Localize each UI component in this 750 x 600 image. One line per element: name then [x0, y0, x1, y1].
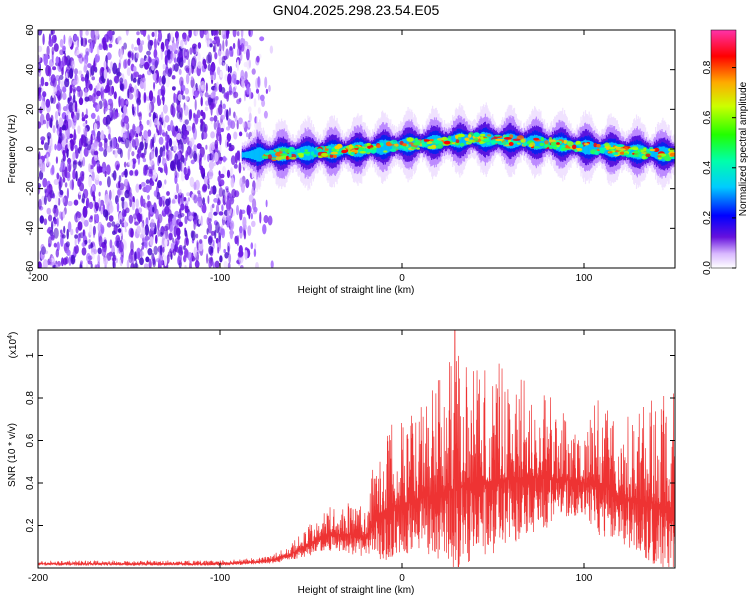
snr-x-tick-label: -200 [28, 573, 48, 584]
spectrogram-x-axis-label: Height of straight line (km) [298, 285, 415, 296]
snr-scale-close: ) [8, 332, 19, 335]
spectrogram-y-tick-label: 60 [25, 24, 36, 36]
snr-x-tick-label: -100 [210, 573, 230, 584]
snr-ticks: -200 -100 0 100 0.2 0.4 0.6 0.8 1 [25, 330, 675, 584]
colorbar-label: Normalized spectral amplitude [738, 81, 749, 216]
colorbar-tick-label: 0.8 [702, 60, 713, 74]
spectrogram-y-tick-label: 40 [25, 64, 36, 76]
colorbar-frame [710, 29, 737, 269]
svg-text:(x104): (x104) [7, 332, 19, 359]
spectrogram-x-tick-label: 0 [399, 273, 405, 284]
snr-y-tick-label: 0.6 [25, 433, 36, 447]
snr-panel: -200 -100 0 100 0.2 0.4 0.6 0.8 1 Height of stra… [7, 329, 676, 596]
spectrogram-y-tick-label: -40 [25, 221, 36, 236]
snr-series-line [38, 330, 675, 567]
colorbar-tick-label: 0.4 [702, 160, 713, 174]
spectrogram-x-tick-label: -100 [210, 273, 230, 284]
spectrogram-y-tick-label: -60 [25, 260, 36, 275]
colorbar-tick-label: 0.6 [702, 110, 713, 124]
colorbar-tick-label: 0.0 [702, 261, 713, 275]
snr-frame [37, 329, 676, 569]
snr-y-scale-annotation: (x104) [7, 332, 19, 359]
colorbar-tick-label: 0.2 [702, 211, 713, 225]
snr-y-tick-label: 1 [25, 352, 36, 358]
spectrogram-y-tick-label: -20 [25, 181, 36, 196]
snr-y-tick-label: 0.2 [25, 518, 36, 532]
snr-x-tick-label: 0 [399, 573, 405, 584]
snr-y-tick-label: 0.4 [25, 476, 36, 490]
snr-y-tick-label: 0.8 [25, 391, 36, 405]
colorbar-ticks: 0.0 0.2 0.4 0.6 0.8 [702, 60, 736, 275]
snr-x-tick-label: 100 [576, 573, 593, 584]
spectrogram-y-axis-label: Frequency (Hz) [7, 115, 18, 184]
spectrogram-x-tick-label: -200 [28, 273, 48, 284]
snr-scale-prefix: (x10 [8, 338, 19, 358]
spectrogram-x-tick-label: 100 [576, 273, 593, 284]
spectrogram-y-tick-label: 0 [25, 146, 36, 152]
figure-title: GN04.2025.298.23.54.E05 [273, 2, 440, 18]
snr-x-axis-label: Height of straight line (km) [298, 585, 415, 596]
spectrogram-y-tick-label: 20 [25, 103, 36, 115]
colorbar-gradient [711, 30, 736, 268]
snr-scale-exponent: 4 [7, 335, 14, 339]
spectrogram-image [38, 30, 675, 268]
snr-y-axis-label: SNR (10 * v/v) [7, 423, 18, 487]
colorbar: 0.0 0.2 0.4 0.6 0.8 Normalized spectral ampl… [702, 29, 749, 275]
